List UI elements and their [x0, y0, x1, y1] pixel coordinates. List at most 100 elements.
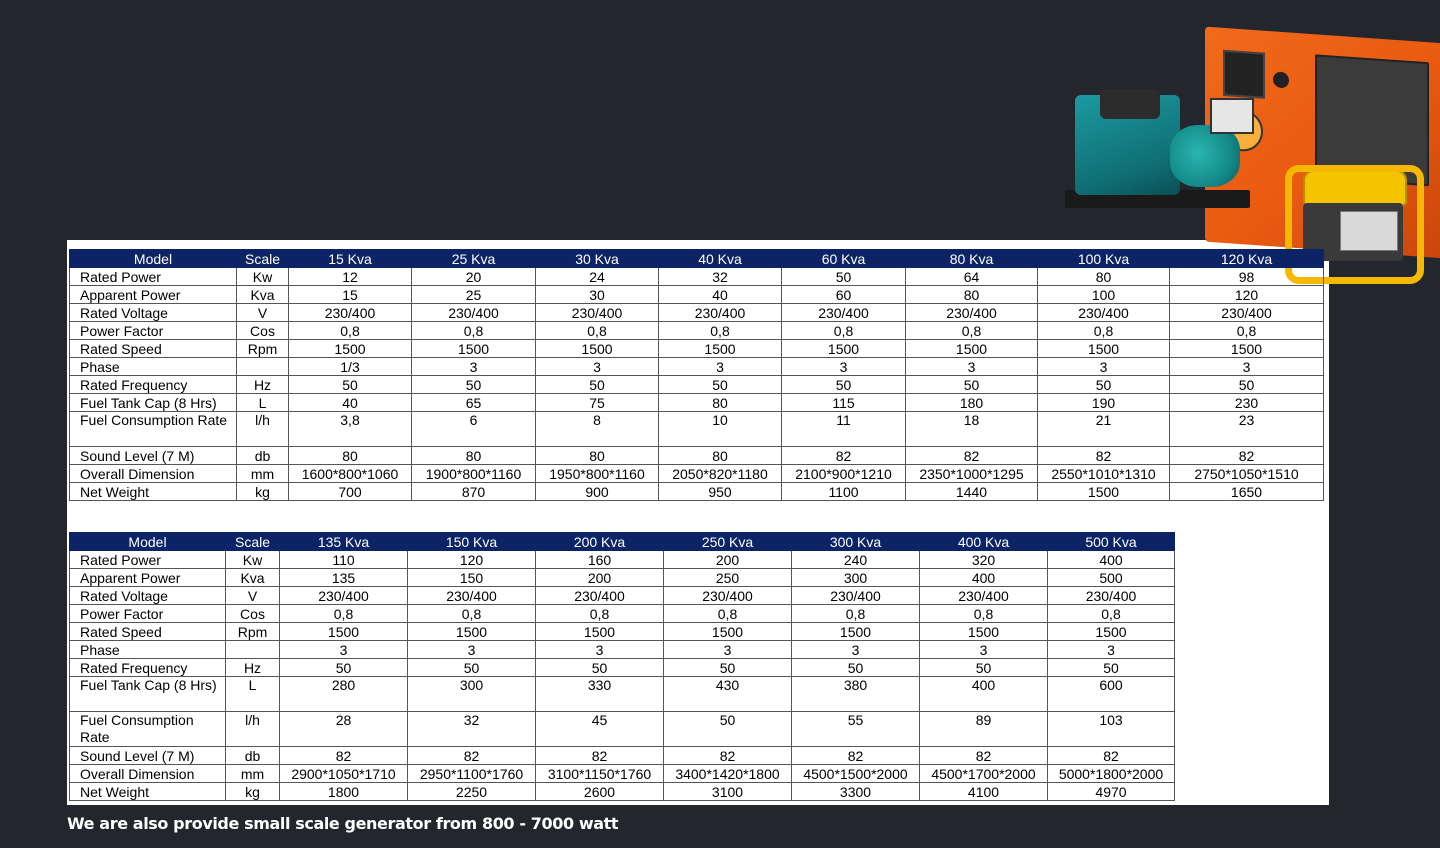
table-cell: 230/400 — [288, 303, 412, 322]
row-scale: Kva — [225, 568, 280, 587]
table-cell: 50 — [411, 375, 536, 394]
table-cell: 0,8 — [658, 321, 782, 340]
table-cell: 1500 — [663, 622, 792, 641]
table-cell: 160 — [535, 550, 664, 569]
table-cell: 89 — [919, 711, 1048, 747]
kva-header: 25 Kva — [411, 249, 536, 268]
table-cell: 12 — [288, 267, 412, 286]
table-cell: 330 — [535, 676, 664, 712]
table-cell: 0,8 — [1047, 604, 1175, 623]
kva-header: 80 Kva — [905, 249, 1038, 268]
table-cell: 1500 — [1037, 482, 1170, 501]
table-cell: 4500*1500*2000 — [791, 764, 920, 783]
table-row: Rated Power Kw 12 20 24 32 50 64 80 98 — [69, 267, 1324, 286]
table-cell: 50 — [1037, 375, 1170, 394]
table-cell: 400 — [1047, 550, 1175, 569]
table-cell: 1500 — [288, 339, 412, 358]
row-label: Rated Frequency — [69, 658, 226, 677]
table-cell: 230/400 — [919, 586, 1048, 605]
table-cell: 3 — [919, 640, 1048, 659]
row-label: Overall Dimension — [69, 464, 237, 483]
kva-header: 300 Kva — [791, 532, 920, 551]
row-scale: mm — [225, 764, 280, 783]
table-cell: 3100 — [663, 782, 792, 801]
row-label: Overall Dimension — [69, 764, 226, 783]
table-cell: 870 — [411, 482, 536, 501]
table-cell: 50 — [407, 658, 536, 677]
table-cell: 50 — [781, 375, 906, 394]
table-cell: 2750*1050*1510 — [1169, 464, 1324, 483]
table-cell: 32 — [407, 711, 536, 747]
table-cell: 80 — [658, 446, 782, 465]
table-cell: 50 — [279, 658, 408, 677]
table-cell: 180 — [905, 393, 1038, 412]
kva-header: 120 Kva — [1169, 249, 1324, 268]
row-scale: db — [236, 446, 289, 465]
row-scale: db — [225, 746, 280, 765]
table-row: Rated Voltage V 230/400 230/400 230/400 230/4… — [69, 586, 1175, 605]
table-cell: 0,8 — [407, 604, 536, 623]
table-cell: 50 — [791, 658, 920, 677]
table-cell: 1100 — [781, 482, 906, 501]
table-row: Apparent Power Kva 15 25 30 40 60 80 100 120 — [69, 285, 1324, 304]
table-cell: 20 — [411, 267, 536, 286]
table-cell: 65 — [411, 393, 536, 412]
kva-header: 40 Kva — [658, 249, 782, 268]
row-label: Rated Voltage — [69, 586, 226, 605]
table-cell: 230/400 — [279, 586, 408, 605]
table-cell: 110 — [279, 550, 408, 569]
table-cell: 82 — [663, 746, 792, 765]
table-cell: 380 — [791, 676, 920, 712]
table-cell: 50 — [1169, 375, 1324, 394]
table-cell: 18 — [905, 411, 1038, 447]
table-cell: 3,8 — [288, 411, 412, 447]
table-cell: 32 — [658, 267, 782, 286]
table-cell: 82 — [407, 746, 536, 765]
table-cell: 230 — [1169, 393, 1324, 412]
row-label: Fuel Consumption Rate — [69, 711, 226, 747]
table-cell: 3 — [411, 357, 536, 376]
row-scale: L — [225, 676, 280, 712]
table-cell: 300 — [791, 568, 920, 587]
kva-header: 400 Kva — [919, 532, 1048, 551]
table-cell: 230/400 — [1169, 303, 1324, 322]
table-cell: 50 — [919, 658, 1048, 677]
kva-header: 135 Kva — [279, 532, 408, 551]
kva-header: 150 Kva — [407, 532, 536, 551]
model-header: Model — [69, 532, 226, 551]
table-cell: 6 — [411, 411, 536, 447]
open-frame-generator-image — [1065, 89, 1254, 215]
row-label: Fuel Tank Cap (8 Hrs) — [69, 676, 226, 712]
table-cell: 50 — [535, 375, 659, 394]
table-cell: 0,8 — [535, 604, 664, 623]
kva-header: 200 Kva — [535, 532, 664, 551]
table-row: Rated Speed Rpm 1500 1500 1500 1500 1500 1500 15… — [69, 339, 1324, 358]
table-cell: 230/400 — [658, 303, 782, 322]
table-cell: 3 — [1037, 357, 1170, 376]
table-cell: 25 — [411, 285, 536, 304]
table-cell: 700 — [288, 482, 412, 501]
kva-header: 250 Kva — [663, 532, 792, 551]
table-cell: 320 — [919, 550, 1048, 569]
table-row: Fuel Consumption Rate l/h 3,8 6 8 10 11 18 21 23 — [69, 411, 1324, 447]
table-cell: 3 — [535, 357, 659, 376]
table-cell: 80 — [288, 446, 412, 465]
table-cell: 11 — [781, 411, 906, 447]
table-cell: 1500 — [1037, 339, 1170, 358]
row-label: Net Weight — [69, 482, 237, 501]
table-cell: 50 — [288, 375, 412, 394]
table-row: Apparent Power Kva 135 150 200 250 300 400 500 — [69, 568, 1175, 587]
row-label: Phase — [69, 640, 226, 659]
row-label: Fuel Tank Cap (8 Hrs) — [69, 393, 237, 412]
table-cell: 5000*1800*2000 — [1047, 764, 1175, 783]
row-label: Rated Voltage — [69, 303, 237, 322]
row-label: Fuel Consumption Rate — [69, 411, 237, 447]
table-cell: 3100*1150*1760 — [535, 764, 664, 783]
table-cell: 3 — [535, 640, 664, 659]
table-cell: 300 — [407, 676, 536, 712]
table-cell: 2550*1010*1310 — [1037, 464, 1170, 483]
table-cell: 100 — [1037, 285, 1170, 304]
table-cell: 82 — [1037, 446, 1170, 465]
row-scale: Hz — [225, 658, 280, 677]
table-cell: 230/400 — [411, 303, 536, 322]
